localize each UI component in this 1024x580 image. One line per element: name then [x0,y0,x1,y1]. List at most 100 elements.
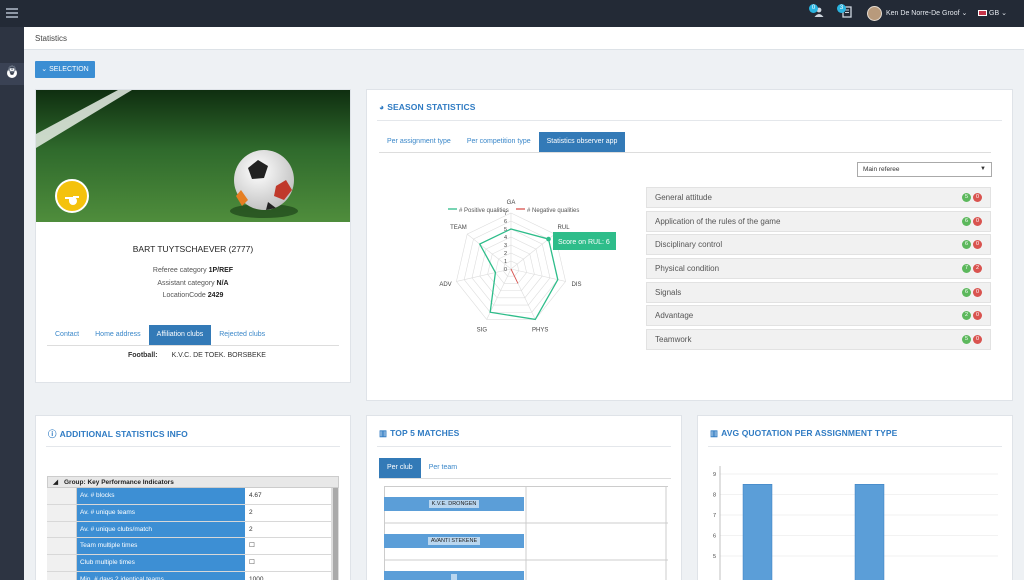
quality-row[interactable]: Teamwork 5 0 [646,329,991,351]
quality-row[interactable]: Physical condition 7 2 [646,258,991,280]
quality-row[interactable]: Disciplinary control 6 0 [646,234,991,256]
radar-axis-label: SIG [477,328,488,334]
quality-row[interactable]: Signals 6 0 [646,281,991,303]
radar-tick-label: 4 [504,235,507,241]
positive-count-badge: 5 [962,335,971,345]
kpi-row: Min. # days 2 identical teams 1000 [47,571,339,580]
quality-label: Signals [655,287,682,297]
tooltip-text: Score on RUL: 6 [558,239,610,246]
radar-spoke [510,268,566,282]
tab-per-assignment-type[interactable]: Per assignment type [387,138,451,145]
radar-tick-label: 2 [504,251,507,257]
chart-legend: # Positive qualities # Negative qualitie… [448,208,579,214]
group-header[interactable]: ◢ Group: Key Performance Indicators [47,476,339,488]
referee-type-dropdown[interactable]: Main referee ▼ [857,162,992,177]
row-indicator-cell [47,488,77,504]
avg-quotation-chart: 9 8 7 6 5 [698,466,1014,580]
tab-divider [379,152,991,153]
radar-ring [502,260,520,277]
legend-negative-label: # Negative qualities [527,208,579,214]
scrollbar-thumb[interactable] [332,488,338,580]
legend-positive-label: # Positive qualities [459,208,509,214]
hamburger-menu-icon[interactable] [6,8,18,18]
sidebar-item-settings[interactable]: ⚙ [5,63,19,77]
top5-bar: AVANTI STEKENE [384,534,524,548]
avg-bar [854,484,885,580]
quality-row[interactable]: Application of the rules of the game 6 0 [646,210,991,232]
radar-axis-label: RUL [558,225,571,231]
referee-name: BART TUYTSCHAEVER (2777) [132,244,254,254]
kpi-label: Av. # blocks [77,488,246,504]
title-divider [377,120,1002,121]
pie-chart-icon: ◕ [379,102,385,112]
y-tick-label: 8 [713,493,716,499]
y-tick-label: 6 [713,534,716,540]
radar-tick-label: 5 [504,227,507,233]
top5-bar: K.V.E. DRONGEN [384,497,524,511]
breadcrumb-bar: Statistics [24,27,1024,50]
referee-category-value: 1P/REF [208,267,234,274]
selection-button[interactable]: ⌄ SELECTION [35,61,95,78]
radar-axis-labels: GA RUL DIS PHYS SIG ADV TEAM [439,200,581,334]
additional-statistics-panel: ⓘ ADDITIONAL STATISTICS INFO ◢ Group: Key … [35,415,351,580]
chevron-down-icon: ⌄ [961,10,968,17]
tab-rejected-clubs[interactable]: Rejected clubs [219,331,266,338]
document-notification-icon[interactable]: 3 [837,4,854,20]
top5-matches-chart: K.V.E. DRONGEN AVANTI STEKENE [384,486,668,580]
tab-contact[interactable]: Contact [55,331,80,338]
scrollbar[interactable] [331,488,339,580]
radar-axis-label: DIS [572,282,582,288]
radar-series [478,228,559,321]
selection-button-label: SELECTION [49,66,89,73]
top5-bar [384,571,524,580]
tab-per-competition-type[interactable]: Per competition type [466,138,531,145]
assistant-category-label: Assistant category [157,280,215,287]
quality-row[interactable]: Advantage 2 0 [646,305,991,327]
affiliation-row: Football: K.V.C. DE TOEK. BORSBEKE [128,352,266,359]
affiliation-value: K.V.C. DE TOEK. BORSBEKE [171,352,266,359]
kpi-row: Av. # blocks 4.67 [47,488,339,505]
users-notification-icon[interactable]: 0 [809,4,826,20]
referee-category: Referee category 1P/REF [36,267,350,274]
language-selector[interactable]: GB ⌄ [978,9,1007,17]
kpi-rows: Av. # blocks 4.67 Av. # unique teams 2 Av. #… [47,488,339,580]
referee-category-label: Referee category [152,267,207,274]
negative-count-badge: 0 [973,335,982,345]
highlighted-point[interactable] [546,236,551,242]
user-avatar[interactable] [867,6,882,21]
user-menu[interactable]: Ken De Norre-De Groof ⌄ [886,9,967,17]
tab-per-club[interactable]: Per club [379,458,421,478]
whistle-icon [55,179,89,213]
tab-home-address[interactable]: Home address [95,331,141,338]
location-code-value: 2429 [207,292,224,299]
tab-per-team[interactable]: Per team [428,464,458,471]
radar-axis-label: TEAM [450,225,467,231]
radar-axis-label: ADV [439,282,451,288]
kpi-value: 1000 [246,571,339,580]
sidebar-item-statistics[interactable] [0,63,24,85]
kpi-row: Av. # unique teams 2 [47,504,339,522]
radar-ring [487,244,535,291]
tab-affiliation-clubs[interactable]: Affiliation clubs [148,325,212,345]
radar-tick-label: 7 [504,211,507,217]
quality-row[interactable]: General attitude 5 0 [646,187,991,208]
notification-badge: 0 [809,4,818,13]
season-statistics-panel: ◕ SEASON STATISTICS Per assignment type P… [366,89,1013,401]
kpi-value: 2 [246,521,339,538]
breadcrumb: Statistics [35,34,68,43]
profile-tabs: Contact Home address Affiliation clubs R… [47,325,273,345]
row-indicator-cell [47,521,77,538]
kpi-value: 2 [246,504,339,521]
title-divider [377,446,671,447]
y-tick-label: 9 [713,472,716,478]
radar-tick-label: 1 [504,259,507,265]
user-name: Ken De Norre-De Groof [886,10,960,17]
tab-statistics-observer-app[interactable]: Statistics observer app [538,132,626,152]
radar-ring [495,252,527,284]
gear-icon: ⚙ [7,64,17,76]
kpi-label: Av. # unique teams [77,504,246,521]
